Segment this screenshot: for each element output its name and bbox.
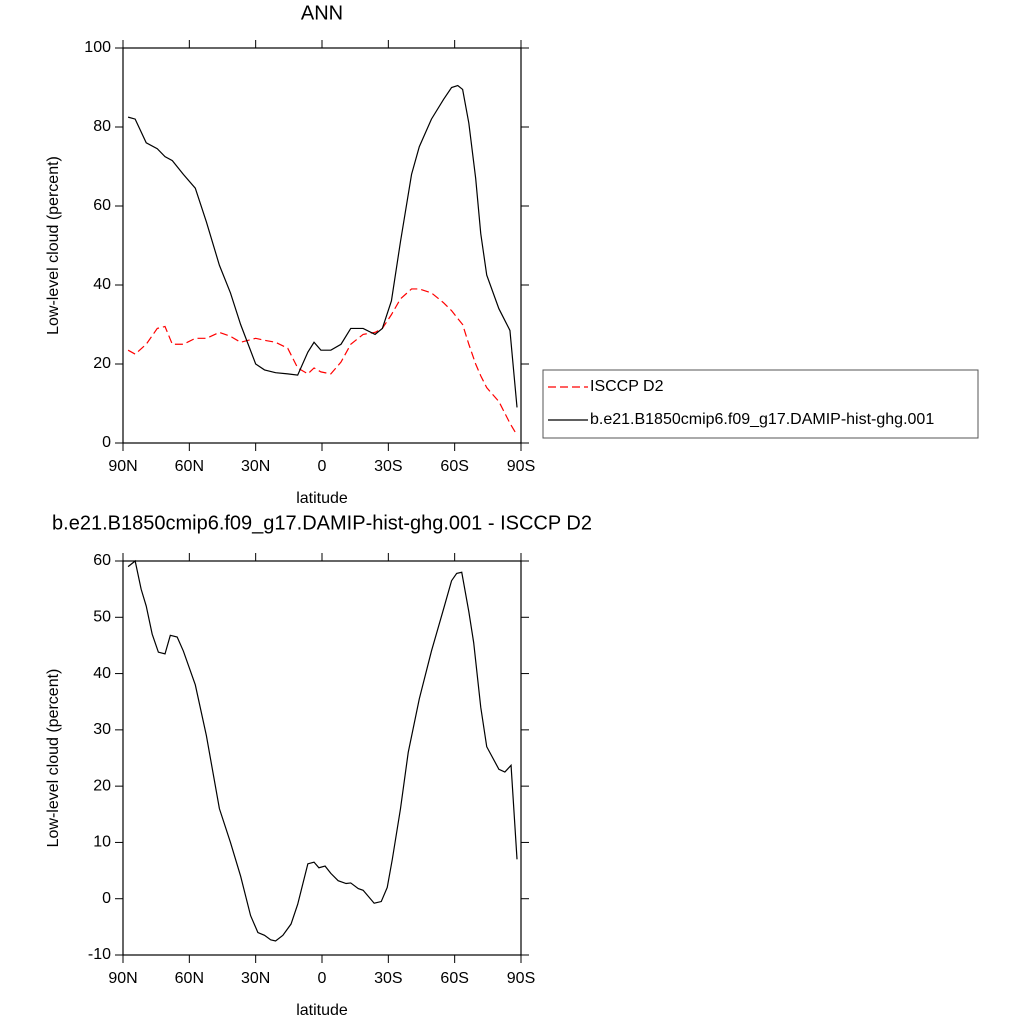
x-tick-label: 30S (374, 970, 402, 987)
x-tick-label: 60S (440, 970, 468, 987)
data-line (127, 288, 518, 436)
y-tick-label: 30 (93, 721, 111, 738)
y-tick-label: 50 (93, 609, 111, 626)
y-tick-label: 0 (102, 434, 111, 451)
y-tick-label: 40 (93, 665, 111, 682)
y-axis-label: Low-level cloud (percent) (45, 156, 62, 335)
y-tick-label: 80 (93, 118, 111, 135)
x-tick-label: 30N (241, 970, 270, 987)
y-tick-label: -10 (88, 946, 111, 963)
data-line (127, 84, 518, 408)
chart-title: b.e21.B1850cmip6.f09_g17.DAMIP-hist-ghg.… (52, 512, 592, 534)
y-tick-label: 60 (93, 552, 111, 569)
y-tick-label: 10 (93, 834, 111, 851)
y-tick-label: 20 (93, 355, 111, 372)
legend-label: b.e21.B1850cmip6.f09_g17.DAMIP-hist-ghg.… (590, 411, 934, 428)
y-tick-label: 60 (93, 197, 111, 214)
x-axis-label: latitude (296, 1002, 348, 1019)
plot-frame (122, 560, 522, 956)
y-tick-label: 20 (93, 777, 111, 794)
chart-title: ANN (301, 2, 343, 24)
y-axis-label: Low-level cloud (percent) (45, 669, 62, 848)
x-tick-label: 0 (318, 458, 327, 475)
x-tick-label: 90S (507, 970, 535, 987)
x-tick-label: 60N (175, 970, 204, 987)
x-tick-label: 60S (440, 458, 468, 475)
x-tick-label: 30N (241, 458, 270, 475)
legend-box (542, 369, 979, 439)
x-tick-label: 90N (108, 970, 137, 987)
y-tick-label: 100 (84, 39, 111, 56)
y-tick-label: 40 (93, 276, 111, 293)
chart-panel: b.e21.B1850cmip6.f09_g17.DAMIP-hist-ghg.… (45, 512, 592, 1019)
x-tick-label: 60N (175, 458, 204, 475)
x-tick-label: 90S (507, 458, 535, 475)
plot-frame (122, 47, 522, 444)
x-tick-label: 30S (374, 458, 402, 475)
legend-label: ISCCP D2 (590, 378, 664, 395)
y-tick-label: 0 (102, 890, 111, 907)
x-tick-label: 90N (108, 458, 137, 475)
chart-panel: ANN latitude Low-level cloud (percent) 0 20 4… (45, 2, 979, 507)
legend: ISCCP D2 b.e21.B1850cmip6.f09_g17.DAMIP-h… (542, 369, 979, 439)
data-line (127, 559, 518, 942)
x-tick-label: 0 (318, 970, 327, 987)
x-axis-label: latitude (296, 490, 348, 507)
